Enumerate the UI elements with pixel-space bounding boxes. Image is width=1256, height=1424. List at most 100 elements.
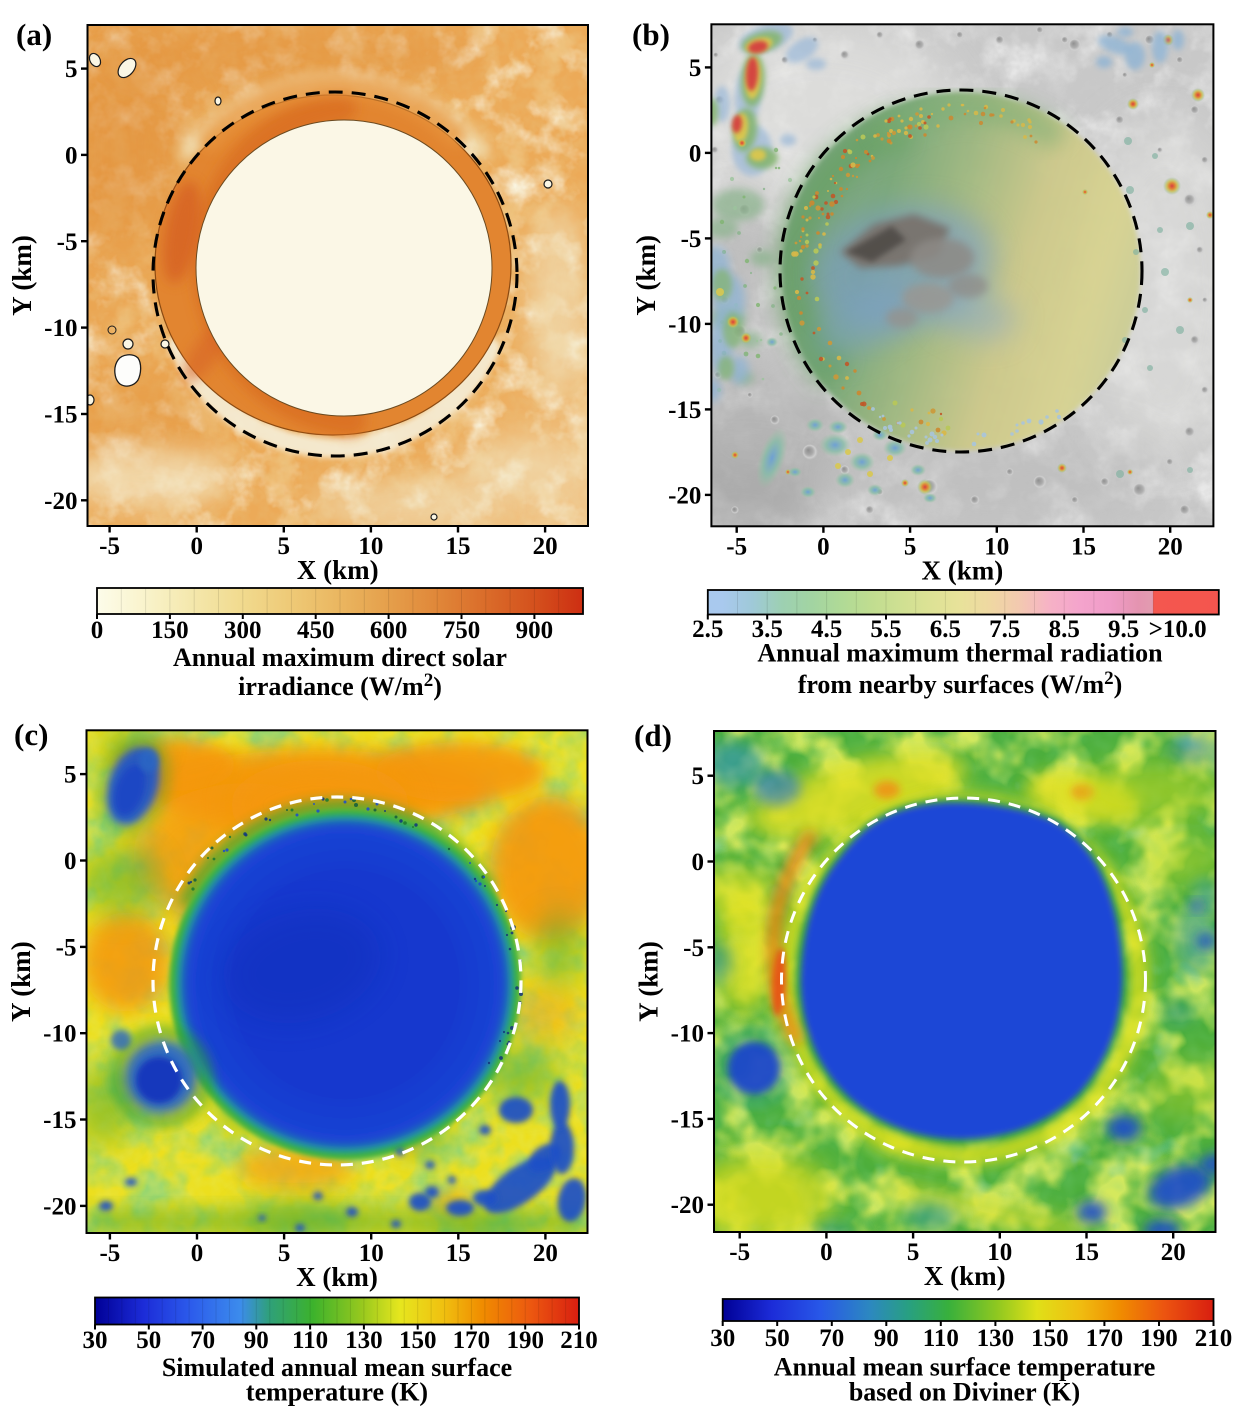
svg-text:15: 15 (446, 533, 471, 560)
svg-text:X (km): X (km) (297, 555, 379, 585)
svg-text:30: 30 (83, 1327, 108, 1354)
svg-text:Y (km): Y (km) (634, 941, 664, 1022)
svg-text:0: 0 (692, 849, 705, 876)
svg-text:Annual mean surface temperatur: Annual mean surface temperature (774, 1353, 1156, 1382)
svg-text:8.5: 8.5 (1049, 616, 1080, 643)
svg-text:90: 90 (874, 1325, 899, 1352)
svg-text:>10.0: >10.0 (1149, 616, 1207, 643)
svg-text:90: 90 (244, 1327, 269, 1354)
svg-text:-5: -5 (99, 533, 120, 560)
svg-text:130: 130 (345, 1327, 383, 1354)
svg-text:-5: -5 (726, 533, 747, 560)
svg-text:130: 130 (977, 1325, 1015, 1352)
svg-text:10: 10 (359, 1240, 384, 1267)
svg-text:-20: -20 (43, 1193, 76, 1220)
svg-text:170: 170 (453, 1327, 491, 1354)
svg-text:50: 50 (136, 1327, 161, 1354)
svg-text:0: 0 (91, 617, 104, 644)
svg-text:(b): (b) (632, 17, 670, 52)
svg-text:150: 150 (399, 1327, 437, 1354)
svg-text:irradiance (W/m2): irradiance (W/m2) (238, 670, 442, 701)
svg-text:(a): (a) (16, 17, 52, 52)
svg-text:10: 10 (358, 533, 383, 560)
svg-text:750: 750 (443, 617, 481, 644)
svg-text:20: 20 (533, 1240, 558, 1267)
svg-text:110: 110 (292, 1327, 328, 1354)
svg-text:Simulated annual mean surface: Simulated annual mean surface (162, 1353, 512, 1382)
svg-text:5: 5 (65, 56, 78, 83)
svg-text:Annual maximum direct solar: Annual maximum direct solar (173, 643, 507, 672)
svg-text:5: 5 (689, 55, 702, 82)
svg-text:150: 150 (1031, 1325, 1069, 1352)
svg-text:-10: -10 (671, 1021, 704, 1048)
svg-text:-15: -15 (44, 402, 77, 429)
svg-text:-10: -10 (668, 311, 701, 338)
svg-text:70: 70 (819, 1325, 844, 1352)
svg-text:20: 20 (533, 533, 558, 560)
svg-text:190: 190 (1140, 1325, 1178, 1352)
svg-text:-5: -5 (56, 934, 77, 961)
svg-text:0: 0 (65, 142, 78, 169)
svg-text:0: 0 (64, 848, 77, 875)
svg-text:from nearby surfaces (W/m2): from nearby surfaces (W/m2) (798, 668, 1123, 699)
svg-text:-5: -5 (683, 935, 704, 962)
svg-text:9.5: 9.5 (1108, 616, 1139, 643)
svg-text:20: 20 (1158, 533, 1183, 560)
svg-text:-20: -20 (671, 1192, 704, 1219)
svg-text:Annual maximum thermal radiati: Annual maximum thermal radiation (757, 639, 1163, 668)
svg-text:5.5: 5.5 (870, 616, 901, 643)
svg-text:0: 0 (191, 1240, 204, 1267)
svg-text:-10: -10 (43, 1021, 76, 1048)
svg-text:210: 210 (1195, 1325, 1233, 1352)
svg-text:20: 20 (1161, 1239, 1186, 1266)
svg-text:5: 5 (692, 763, 705, 790)
svg-text:0: 0 (190, 533, 203, 560)
svg-text:2.5: 2.5 (692, 616, 723, 643)
svg-text:-5: -5 (729, 1239, 750, 1266)
svg-text:10: 10 (987, 1239, 1012, 1266)
svg-text:600: 600 (370, 617, 408, 644)
svg-text:15: 15 (446, 1240, 471, 1267)
svg-text:70: 70 (190, 1327, 215, 1354)
svg-text:5: 5 (907, 1239, 920, 1266)
svg-text:X (km): X (km) (296, 1262, 378, 1292)
svg-text:-20: -20 (44, 488, 77, 515)
svg-text:3.5: 3.5 (752, 616, 783, 643)
svg-text:7.5: 7.5 (989, 616, 1020, 643)
svg-text:(d): (d) (634, 718, 672, 753)
svg-text:Y (km): Y (km) (631, 235, 661, 316)
svg-text:900: 900 (516, 617, 554, 644)
svg-text:-20: -20 (668, 482, 701, 509)
svg-text:-15: -15 (43, 1107, 76, 1134)
svg-text:-10: -10 (44, 315, 77, 342)
svg-text:5: 5 (278, 1240, 291, 1267)
svg-text:4.5: 4.5 (811, 616, 842, 643)
svg-text:110: 110 (923, 1325, 959, 1352)
svg-text:210: 210 (560, 1327, 598, 1354)
svg-text:30: 30 (710, 1325, 735, 1352)
svg-text:-15: -15 (671, 1106, 704, 1133)
svg-text:150: 150 (151, 617, 189, 644)
svg-text:based on Diviner (K): based on Diviner (K) (849, 1377, 1080, 1406)
svg-text:15: 15 (1071, 533, 1096, 560)
svg-text:15: 15 (1074, 1239, 1099, 1266)
svg-text:X (km): X (km) (924, 1261, 1006, 1291)
svg-text:-5: -5 (57, 229, 78, 256)
svg-text:10: 10 (984, 533, 1009, 560)
svg-text:(c): (c) (14, 717, 48, 752)
svg-text:450: 450 (297, 617, 335, 644)
svg-text:0: 0 (689, 140, 702, 167)
svg-text:6.5: 6.5 (930, 616, 961, 643)
svg-text:0: 0 (820, 1239, 833, 1266)
svg-text:-5: -5 (681, 226, 702, 253)
svg-text:temperature (K): temperature (K) (246, 1378, 428, 1407)
svg-text:300: 300 (224, 617, 262, 644)
svg-text:5: 5 (278, 533, 291, 560)
svg-text:Y (km): Y (km) (7, 235, 37, 316)
svg-text:170: 170 (1086, 1325, 1124, 1352)
svg-text:0: 0 (817, 533, 830, 560)
svg-text:X (km): X (km) (922, 555, 1004, 585)
svg-text:5: 5 (904, 533, 917, 560)
svg-text:50: 50 (765, 1325, 790, 1352)
svg-text:5: 5 (64, 762, 77, 789)
